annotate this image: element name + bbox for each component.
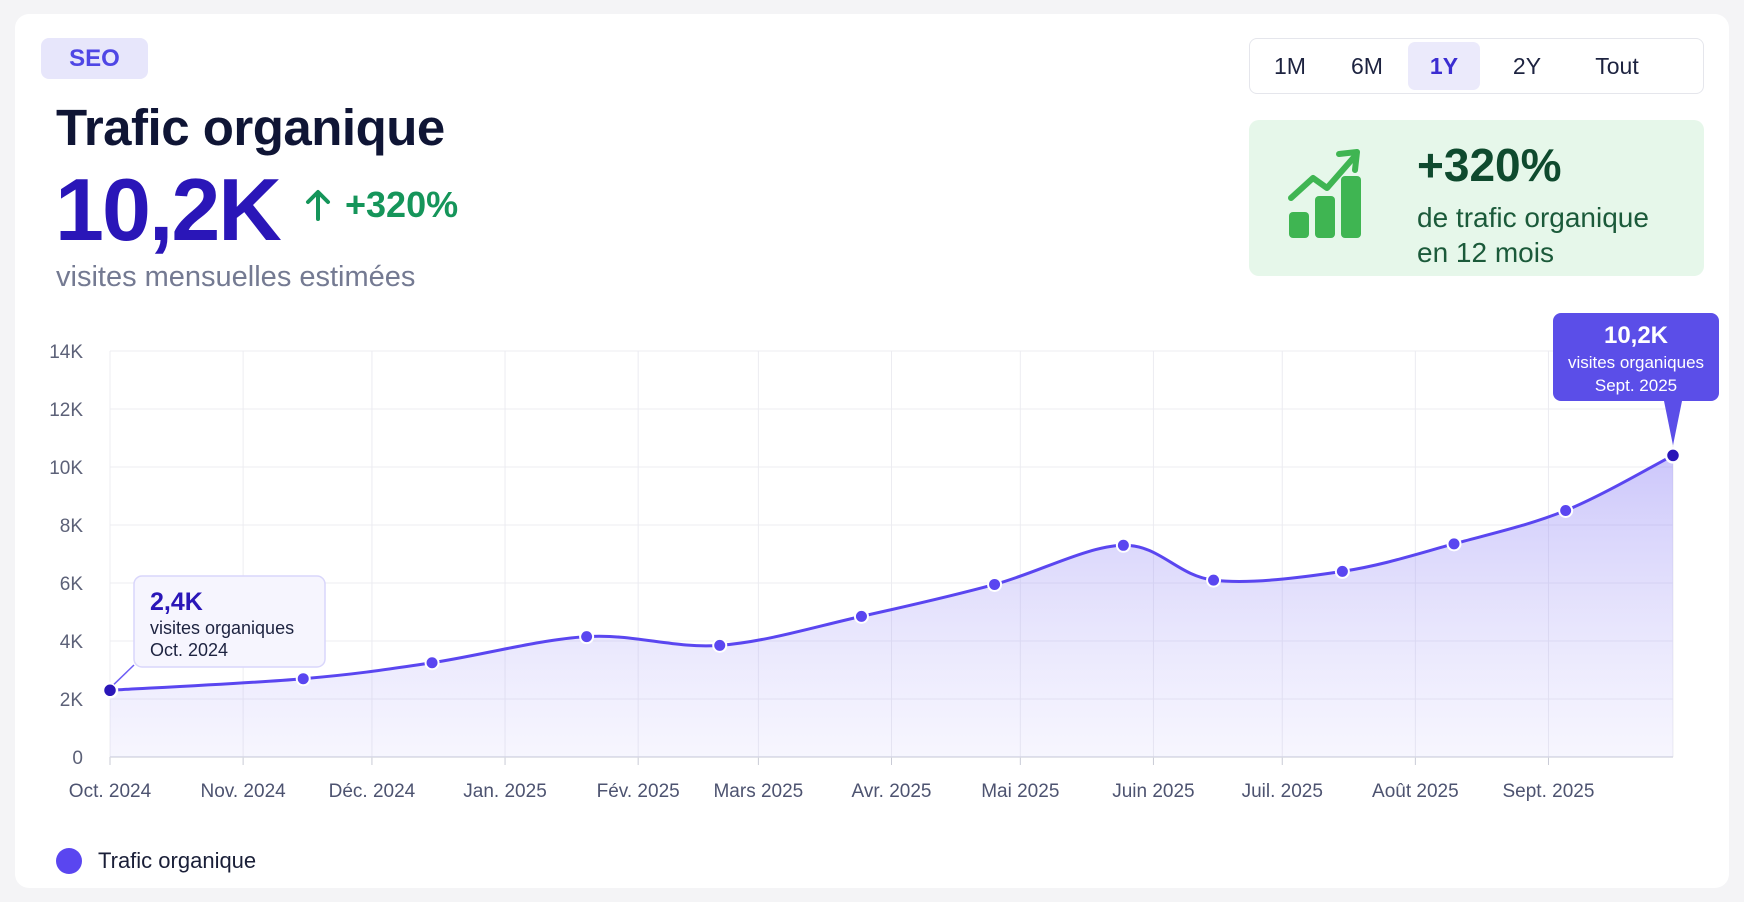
series-area xyxy=(110,455,1673,757)
x-tick-label: Avr. 2025 xyxy=(852,781,932,802)
data-point xyxy=(1206,572,1222,588)
kpi-change-value: +320% xyxy=(345,184,459,225)
data-point xyxy=(853,608,869,624)
y-tick-label: 12K xyxy=(49,400,83,421)
x-tick-label: Juil. 2025 xyxy=(1242,781,1323,802)
x-tick-label: Jan. 2025 xyxy=(463,781,546,802)
data-point xyxy=(1115,537,1131,553)
range-2y-button[interactable]: 2Y xyxy=(1512,53,1542,79)
range-1y-button[interactable]: 1Y xyxy=(1408,42,1480,90)
data-point xyxy=(1446,536,1462,552)
range-all-button[interactable]: Tout xyxy=(1595,53,1639,79)
kpi-subtitle: visites mensuelles estimées xyxy=(56,261,416,293)
annotation-end-date: Sept. 2025 xyxy=(1595,376,1677,395)
growth-highlight: +320% de trafic organique en 12 mois xyxy=(1249,120,1704,276)
y-tick-label: 8K xyxy=(60,516,84,537)
y-tick-label: 4K xyxy=(60,632,84,653)
series-line xyxy=(109,454,1674,692)
range-6m-button[interactable]: 6M xyxy=(1351,53,1383,79)
data-point xyxy=(101,682,119,699)
x-tick-label: Oct. 2024 xyxy=(69,781,152,802)
annotation-start-date: Oct. 2024 xyxy=(150,640,228,660)
legend-label: Trafic organique xyxy=(98,848,257,873)
y-tick-label: 14K xyxy=(49,342,83,363)
data-point xyxy=(424,655,440,671)
x-tick-label: Mai 2025 xyxy=(981,781,1059,802)
annotation-box-start xyxy=(133,575,326,668)
annotation-end-label: visites organiques xyxy=(1568,353,1704,372)
data-point xyxy=(579,629,595,645)
annotation-box-end xyxy=(1553,313,1719,401)
growth-line-2: en 12 mois xyxy=(1417,237,1554,268)
x-tick-label: Juin 2025 xyxy=(1112,781,1194,802)
annotation-start-label: visites organiques xyxy=(150,618,294,638)
data-point xyxy=(712,637,728,653)
kpi-change: +320% xyxy=(305,184,458,226)
y-tick-label: 10K xyxy=(49,458,83,479)
y-tick-label: 0 xyxy=(72,748,83,769)
x-tick-label: Sept. 2025 xyxy=(1503,781,1595,802)
growth-value: +320% xyxy=(1417,139,1562,191)
annotation-start-value: 2,4K xyxy=(150,588,203,616)
chart-legend: Trafic organique xyxy=(56,848,256,874)
annotation-connector xyxy=(113,664,135,685)
annotation-end-value: 10,2K xyxy=(1604,322,1669,349)
arrow-up-icon xyxy=(306,190,330,221)
time-range-selector: 1M 6M 1Y 2Y Tout xyxy=(1249,38,1704,94)
kpi-value: 10,2K xyxy=(55,160,282,259)
seo-badge: SEO xyxy=(41,38,148,79)
growth-line-1: de trafic organique xyxy=(1417,202,1649,233)
x-tick-label: Déc. 2024 xyxy=(329,781,416,802)
x-tick-label: Août 2025 xyxy=(1372,781,1459,802)
legend-swatch xyxy=(56,848,82,874)
annotation-pointer xyxy=(1664,401,1682,446)
y-tick-label: 6K xyxy=(60,574,84,595)
data-point xyxy=(1334,563,1350,579)
x-tick-label: Nov. 2024 xyxy=(201,781,287,802)
range-1m-button[interactable]: 1M xyxy=(1274,53,1306,79)
page-title: Trafic organique xyxy=(56,99,445,156)
data-point xyxy=(1664,447,1682,464)
data-point xyxy=(1558,503,1574,518)
growth-chart-icon xyxy=(1288,149,1361,238)
x-tick-label: Mars 2025 xyxy=(713,781,803,802)
data-point xyxy=(987,576,1003,592)
data-point xyxy=(295,671,311,687)
y-tick-label: 2K xyxy=(60,690,84,711)
x-tick-label: Fév. 2025 xyxy=(597,781,680,802)
growth-description: de trafic organique en 12 mois xyxy=(1417,200,1649,270)
